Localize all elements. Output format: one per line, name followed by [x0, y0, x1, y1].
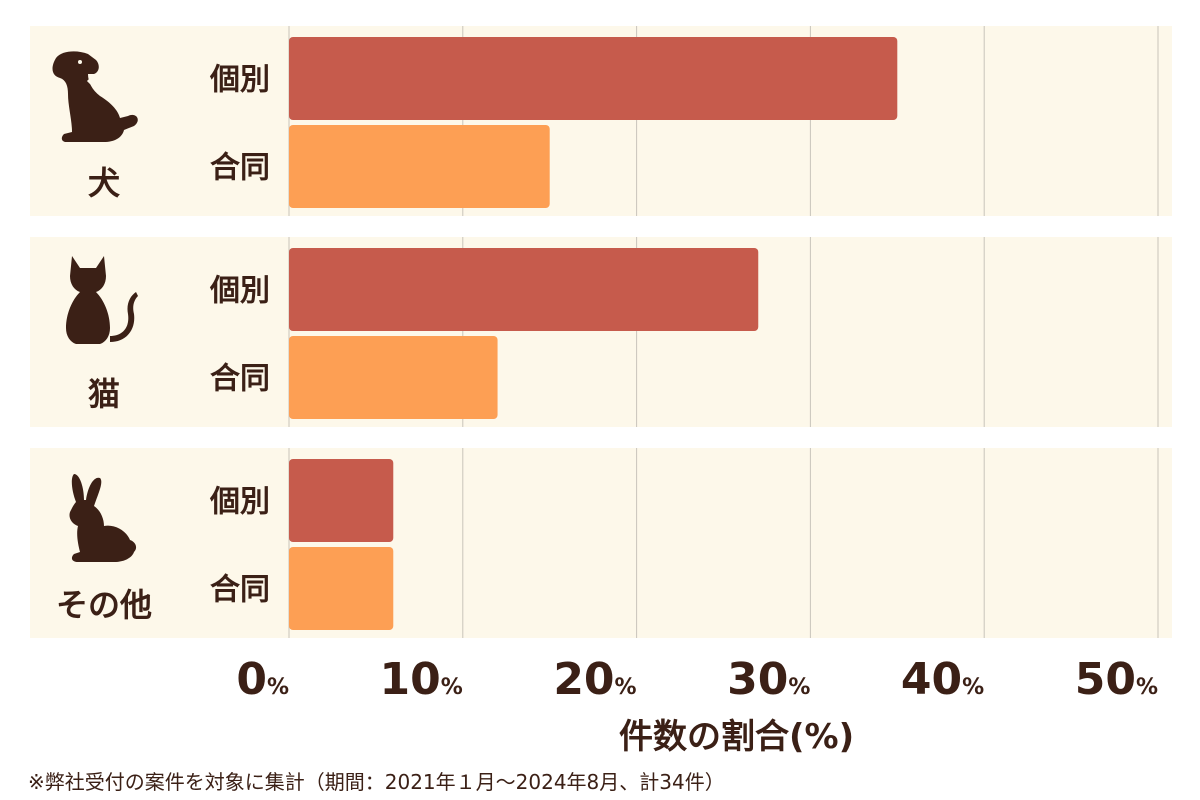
series-label: 個別 — [209, 485, 270, 520]
x-tick-label: 30% — [727, 654, 810, 705]
group-label: 犬 — [88, 164, 120, 202]
series-label: 合同 — [210, 362, 270, 397]
series-label: 合同 — [210, 573, 270, 608]
bar-joint — [289, 547, 394, 630]
x-tick-label: 40% — [901, 654, 984, 705]
footnote: ※弊社受付の案件を対象に集計（期間：2021年１月～2024年8月、計34件） — [28, 770, 725, 794]
bar-individual — [289, 37, 898, 120]
rabbit-icon — [69, 474, 137, 562]
x-tick-label: 10% — [380, 654, 463, 705]
group-panel — [30, 448, 1172, 638]
bar-individual — [289, 459, 394, 542]
series-label: 合同 — [210, 151, 270, 186]
bar-joint — [289, 125, 550, 208]
group-label: 猫 — [88, 375, 120, 413]
group-label: その他 — [56, 586, 152, 624]
x-tick-label: 0% — [236, 654, 289, 705]
cat-icon — [66, 256, 138, 344]
x-axis-title: 件数の割合(%) — [619, 717, 854, 757]
bar-individual — [289, 248, 759, 331]
series-label: 個別 — [209, 274, 270, 309]
bar-joint — [289, 336, 498, 419]
x-tick-label: 50% — [1075, 654, 1158, 705]
dog-icon — [52, 51, 138, 142]
series-label: 個別 — [209, 63, 270, 98]
x-tick-label: 20% — [553, 654, 636, 705]
